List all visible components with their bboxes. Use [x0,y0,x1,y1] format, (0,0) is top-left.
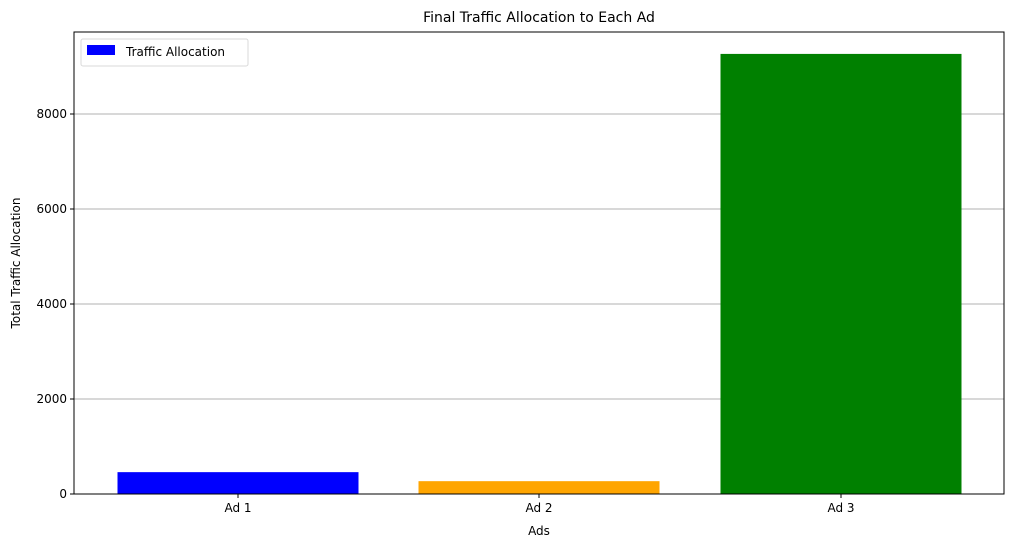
x-axis-ticks: Ad 1 Ad 2 Ad 3 [224,494,855,515]
bar-ad-2 [418,481,660,494]
chart-title: Final Traffic Allocation to Each Ad [423,10,655,26]
x-tick-label: Ad 2 [525,501,552,515]
x-axis-label: Ads [528,524,550,538]
bars [117,53,962,494]
y-axis-ticks: 0 2000 4000 6000 8000 [36,107,74,501]
y-tick-label: 0 [59,487,67,501]
x-tick-label: Ad 3 [827,501,854,515]
y-tick-label: 4000 [36,297,67,311]
legend-swatch [87,45,115,55]
legend-label: Traffic Allocation [125,45,225,59]
y-tick-label: 6000 [36,202,67,216]
y-axis-label: Total Traffic Allocation [9,198,23,330]
legend: Traffic Allocation [80,38,249,67]
y-tick-label: 2000 [36,392,67,406]
bar-ad-3 [720,53,962,494]
bar-ad-1 [117,472,359,494]
legend-box [80,38,249,67]
y-tick-label: 8000 [36,107,67,121]
x-tick-label: Ad 1 [224,501,251,515]
